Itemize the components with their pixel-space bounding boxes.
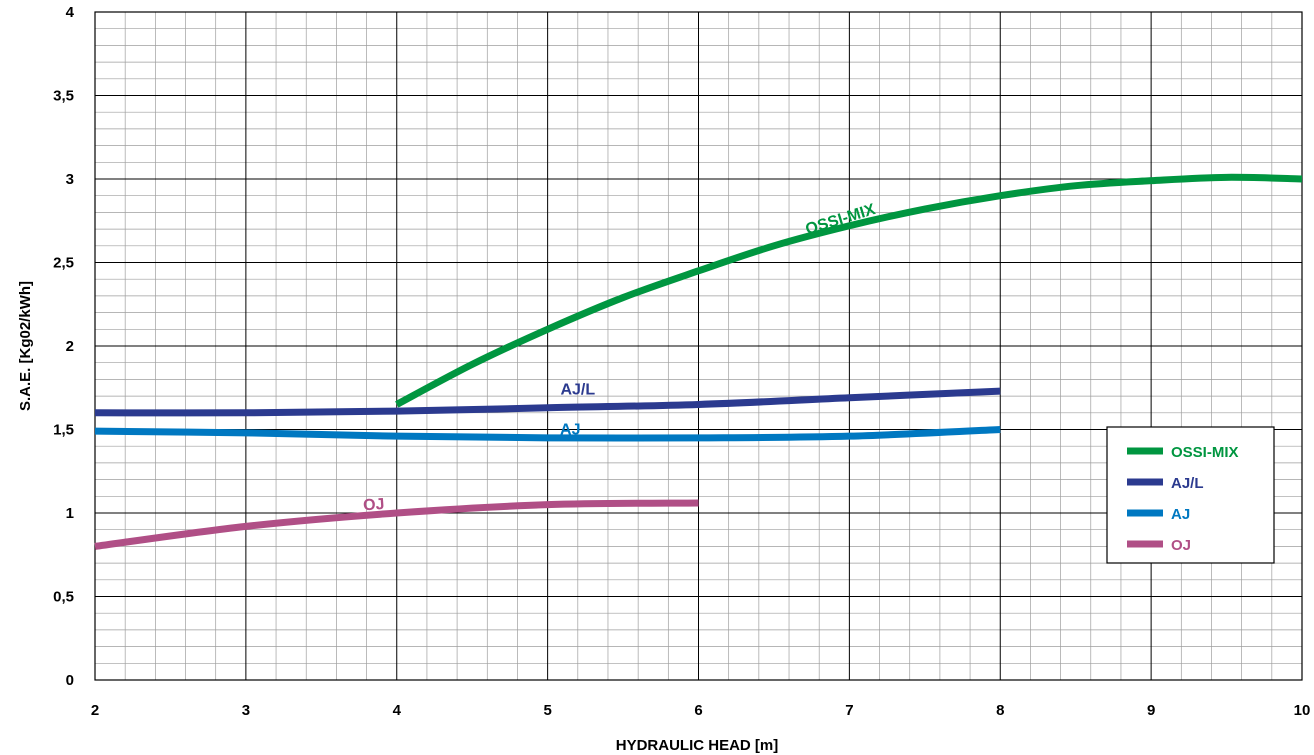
y-tick-label: 2,5 xyxy=(53,255,74,272)
x-tick-label: 7 xyxy=(845,702,853,719)
x-tick-label: 9 xyxy=(1147,702,1155,719)
x-tick-label: 2 xyxy=(91,702,99,719)
y-tick-label: 1 xyxy=(66,505,74,522)
x-tick-label: 5 xyxy=(543,702,551,719)
x-tick-label: 10 xyxy=(1294,702,1311,719)
curve-label-oj: OJ xyxy=(363,496,385,514)
y-tick-label: 0,5 xyxy=(53,589,74,606)
series-line-ossi-mix xyxy=(395,173,1303,408)
curve-label-aj: AJ xyxy=(560,422,580,439)
x-tick-label: 3 xyxy=(242,702,250,719)
y-tick-label: 4 xyxy=(66,4,75,21)
series-line-oj xyxy=(94,499,699,550)
curves xyxy=(94,173,1303,550)
legend-label: OJ xyxy=(1171,537,1191,554)
curve-label-aj-l: AJ/L xyxy=(560,381,595,398)
y-axis-title: S.A.E. [Kg02/kWh] xyxy=(17,281,34,411)
y-tick-label: 1,5 xyxy=(53,422,74,439)
x-axis-title: HYDRAULIC HEAD [m] xyxy=(616,737,779,754)
x-tick-label: 4 xyxy=(393,702,402,719)
x-tick-label: 6 xyxy=(694,702,702,719)
series-line-aj-l xyxy=(94,387,1001,417)
legend-label: AJ xyxy=(1171,506,1190,523)
axes: 2 3 4 5 6 7 8 9 10 0 0,5 1 1,5 2 2,5 3 3,5 4 xyxy=(53,4,1310,719)
y-tick-label: 0 xyxy=(66,672,74,689)
y-tick-label: 2 xyxy=(66,338,74,355)
legend-label: AJ/L xyxy=(1171,475,1204,492)
legend-label: OSSI-MIX xyxy=(1171,444,1239,461)
series-line-aj xyxy=(94,426,1001,442)
y-tick-label: 3 xyxy=(66,171,74,188)
x-tick-label: 8 xyxy=(996,702,1004,719)
y-tick-label: 3,5 xyxy=(53,88,74,105)
legend: OSSI-MIX AJ/L AJ OJ xyxy=(1106,426,1275,564)
grid xyxy=(94,11,1303,681)
plot-frame xyxy=(94,11,1303,681)
